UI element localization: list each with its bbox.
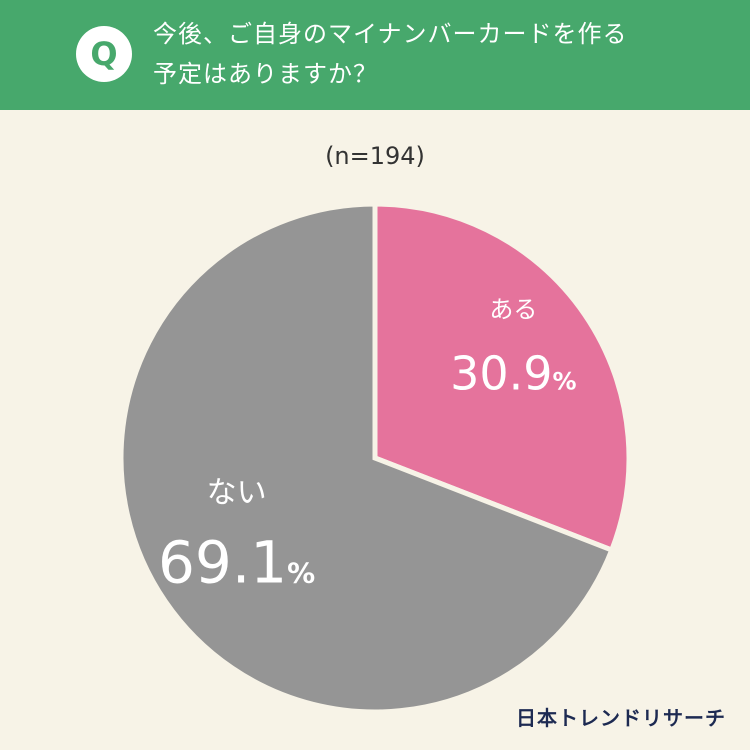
question-header: Q 今後、ご自身のマイナンバーカードを作る 予定はありますか？ (0, 0, 750, 110)
question-badge: Q (76, 26, 132, 82)
slice-value-aru: 30.9% (450, 346, 576, 400)
slice-value-nai: 69.1% (158, 529, 315, 597)
slice-label-aru: ある (489, 295, 537, 323)
slice-label-nai: ない (207, 476, 267, 511)
question-line-1: 今後、ご自身のマイナンバーカードを作る (153, 20, 628, 48)
pie-slice-nai (118, 201, 615, 715)
sample-size-label: (n=194) (325, 142, 425, 170)
question-line-2: 予定はありますか？ (153, 60, 378, 88)
pie-slice-aru (372, 201, 632, 554)
brand-logo: 日本トレンドリサーチ (516, 706, 726, 730)
question-text: 今後、ご自身のマイナンバーカードを作る 予定はありますか？ (153, 14, 713, 94)
